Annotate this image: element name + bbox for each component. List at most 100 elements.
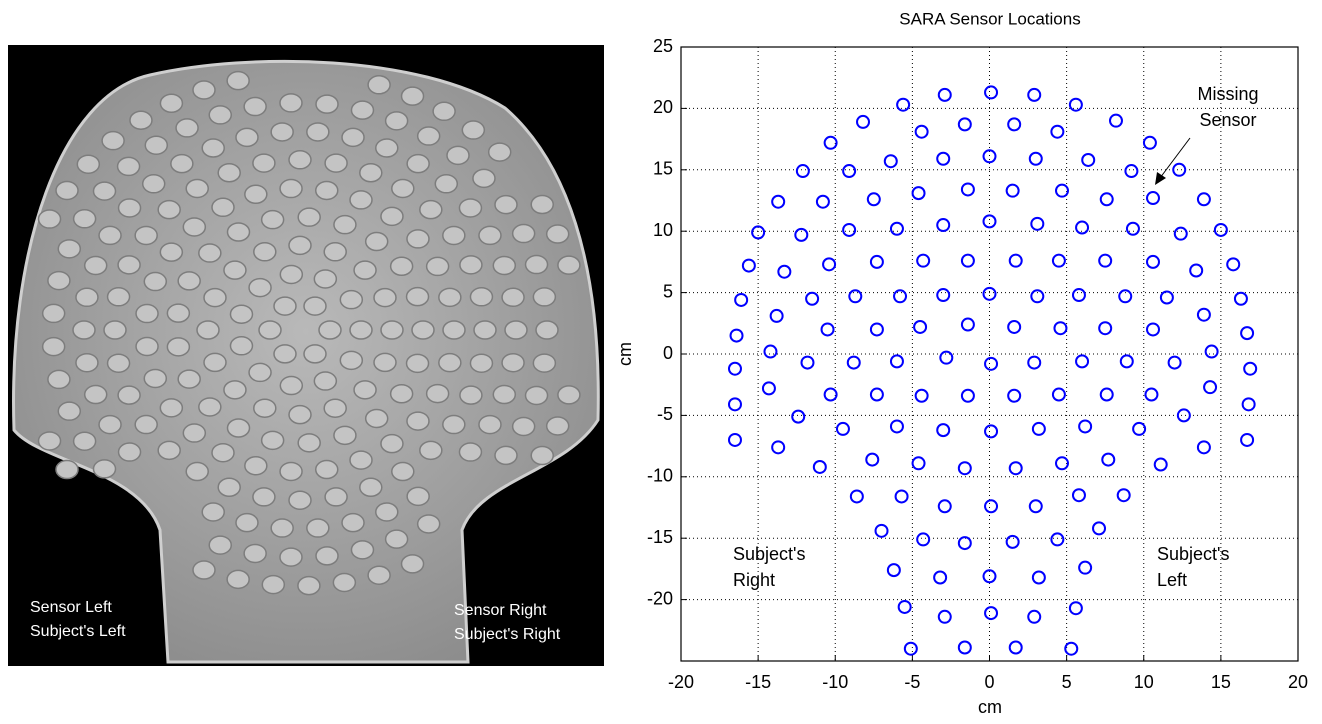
- sensor-point: [939, 350, 954, 365]
- sensor-point: [1078, 560, 1093, 575]
- y-tick-label: 25: [653, 36, 673, 56]
- sensor-point: [960, 317, 975, 332]
- sensor-point: [937, 87, 952, 102]
- x-tick-label: -5: [904, 672, 920, 692]
- peg: [373, 287, 397, 308]
- sensor-point: [1108, 113, 1123, 128]
- peg: [235, 127, 259, 148]
- sensor-point: [1005, 183, 1020, 198]
- peg: [419, 440, 443, 461]
- sensor-point: [1081, 152, 1096, 167]
- sensor-point: [914, 124, 929, 139]
- peg: [341, 512, 365, 533]
- peg: [196, 320, 220, 340]
- sensor-point: [1007, 388, 1022, 403]
- peg: [229, 304, 254, 324]
- y-tick-label: 10: [653, 220, 673, 240]
- peg: [203, 352, 227, 373]
- peg: [72, 431, 97, 451]
- peg: [244, 184, 268, 205]
- sensor-point: [1173, 226, 1188, 241]
- y-tick-label: 15: [653, 159, 673, 179]
- peg: [288, 490, 312, 510]
- peg: [117, 198, 142, 218]
- sensor-point: [914, 388, 929, 403]
- peg: [313, 371, 338, 391]
- sensor-point: [815, 194, 830, 209]
- sensor-point: [761, 381, 776, 396]
- peg: [159, 398, 184, 418]
- sensor-point: [751, 225, 766, 240]
- sensor-point: [982, 569, 997, 584]
- sensor-point: [791, 409, 806, 424]
- peg: [288, 235, 312, 256]
- sensor-point: [982, 214, 997, 229]
- y-tick-label: 20: [653, 97, 673, 117]
- peg: [364, 231, 389, 252]
- peg: [217, 477, 241, 497]
- annotation: Left: [1157, 570, 1187, 590]
- sensor-point: [794, 227, 809, 242]
- peg: [279, 547, 303, 567]
- peg: [101, 130, 125, 151]
- sensor-point: [957, 640, 972, 655]
- peg: [384, 529, 409, 549]
- sensor-point: [771, 194, 786, 209]
- peg: [306, 518, 330, 538]
- sensor-point: [1172, 162, 1187, 177]
- peg: [530, 194, 554, 215]
- peg: [350, 100, 375, 120]
- sensor-point: [734, 292, 749, 307]
- peg: [143, 271, 168, 292]
- chart-title: SARA Sensor Locations: [899, 9, 1080, 28]
- peg: [226, 418, 251, 438]
- sensor-point: [913, 319, 928, 334]
- sensor-point: [849, 489, 864, 504]
- sensor-point: [1153, 457, 1168, 472]
- peg: [279, 461, 303, 482]
- sensor-point: [1050, 532, 1065, 547]
- peg: [279, 264, 304, 285]
- peg: [349, 320, 373, 340]
- peg: [41, 303, 66, 324]
- peg: [339, 350, 364, 371]
- sensor-point: [1146, 254, 1161, 269]
- peg: [141, 174, 166, 194]
- peg: [208, 535, 232, 555]
- peg: [270, 518, 294, 538]
- photo-label: Sensor Right: [454, 602, 547, 619]
- sensor-point: [936, 423, 951, 438]
- sensor-point: [763, 344, 778, 359]
- sensor-point: [1116, 488, 1131, 503]
- sensor-point: [1124, 164, 1139, 179]
- peg: [469, 287, 494, 307]
- annotation: Sensor: [1199, 110, 1256, 130]
- sensor-point: [848, 289, 863, 304]
- sensor-point: [1053, 321, 1068, 336]
- sensor-point: [1031, 570, 1046, 585]
- peg: [177, 369, 201, 389]
- sensor-point: [1027, 609, 1042, 624]
- peg: [469, 353, 494, 373]
- sensor-point: [937, 499, 952, 514]
- peg: [106, 287, 131, 307]
- peg: [380, 206, 404, 227]
- peg: [211, 442, 235, 463]
- sensor-point: [911, 186, 926, 201]
- peg: [261, 574, 286, 595]
- peg: [177, 271, 201, 291]
- sensor-point: [865, 452, 880, 467]
- peg: [83, 255, 108, 276]
- sensor-point: [1204, 344, 1219, 359]
- peg: [459, 385, 483, 405]
- peg: [406, 153, 430, 174]
- peg: [405, 353, 430, 374]
- peg: [359, 477, 383, 497]
- peg: [494, 194, 518, 215]
- peg: [57, 401, 82, 421]
- peg: [416, 514, 441, 534]
- peg: [192, 80, 216, 100]
- peg: [478, 414, 502, 435]
- peg: [253, 242, 277, 262]
- sensor-point: [800, 355, 815, 370]
